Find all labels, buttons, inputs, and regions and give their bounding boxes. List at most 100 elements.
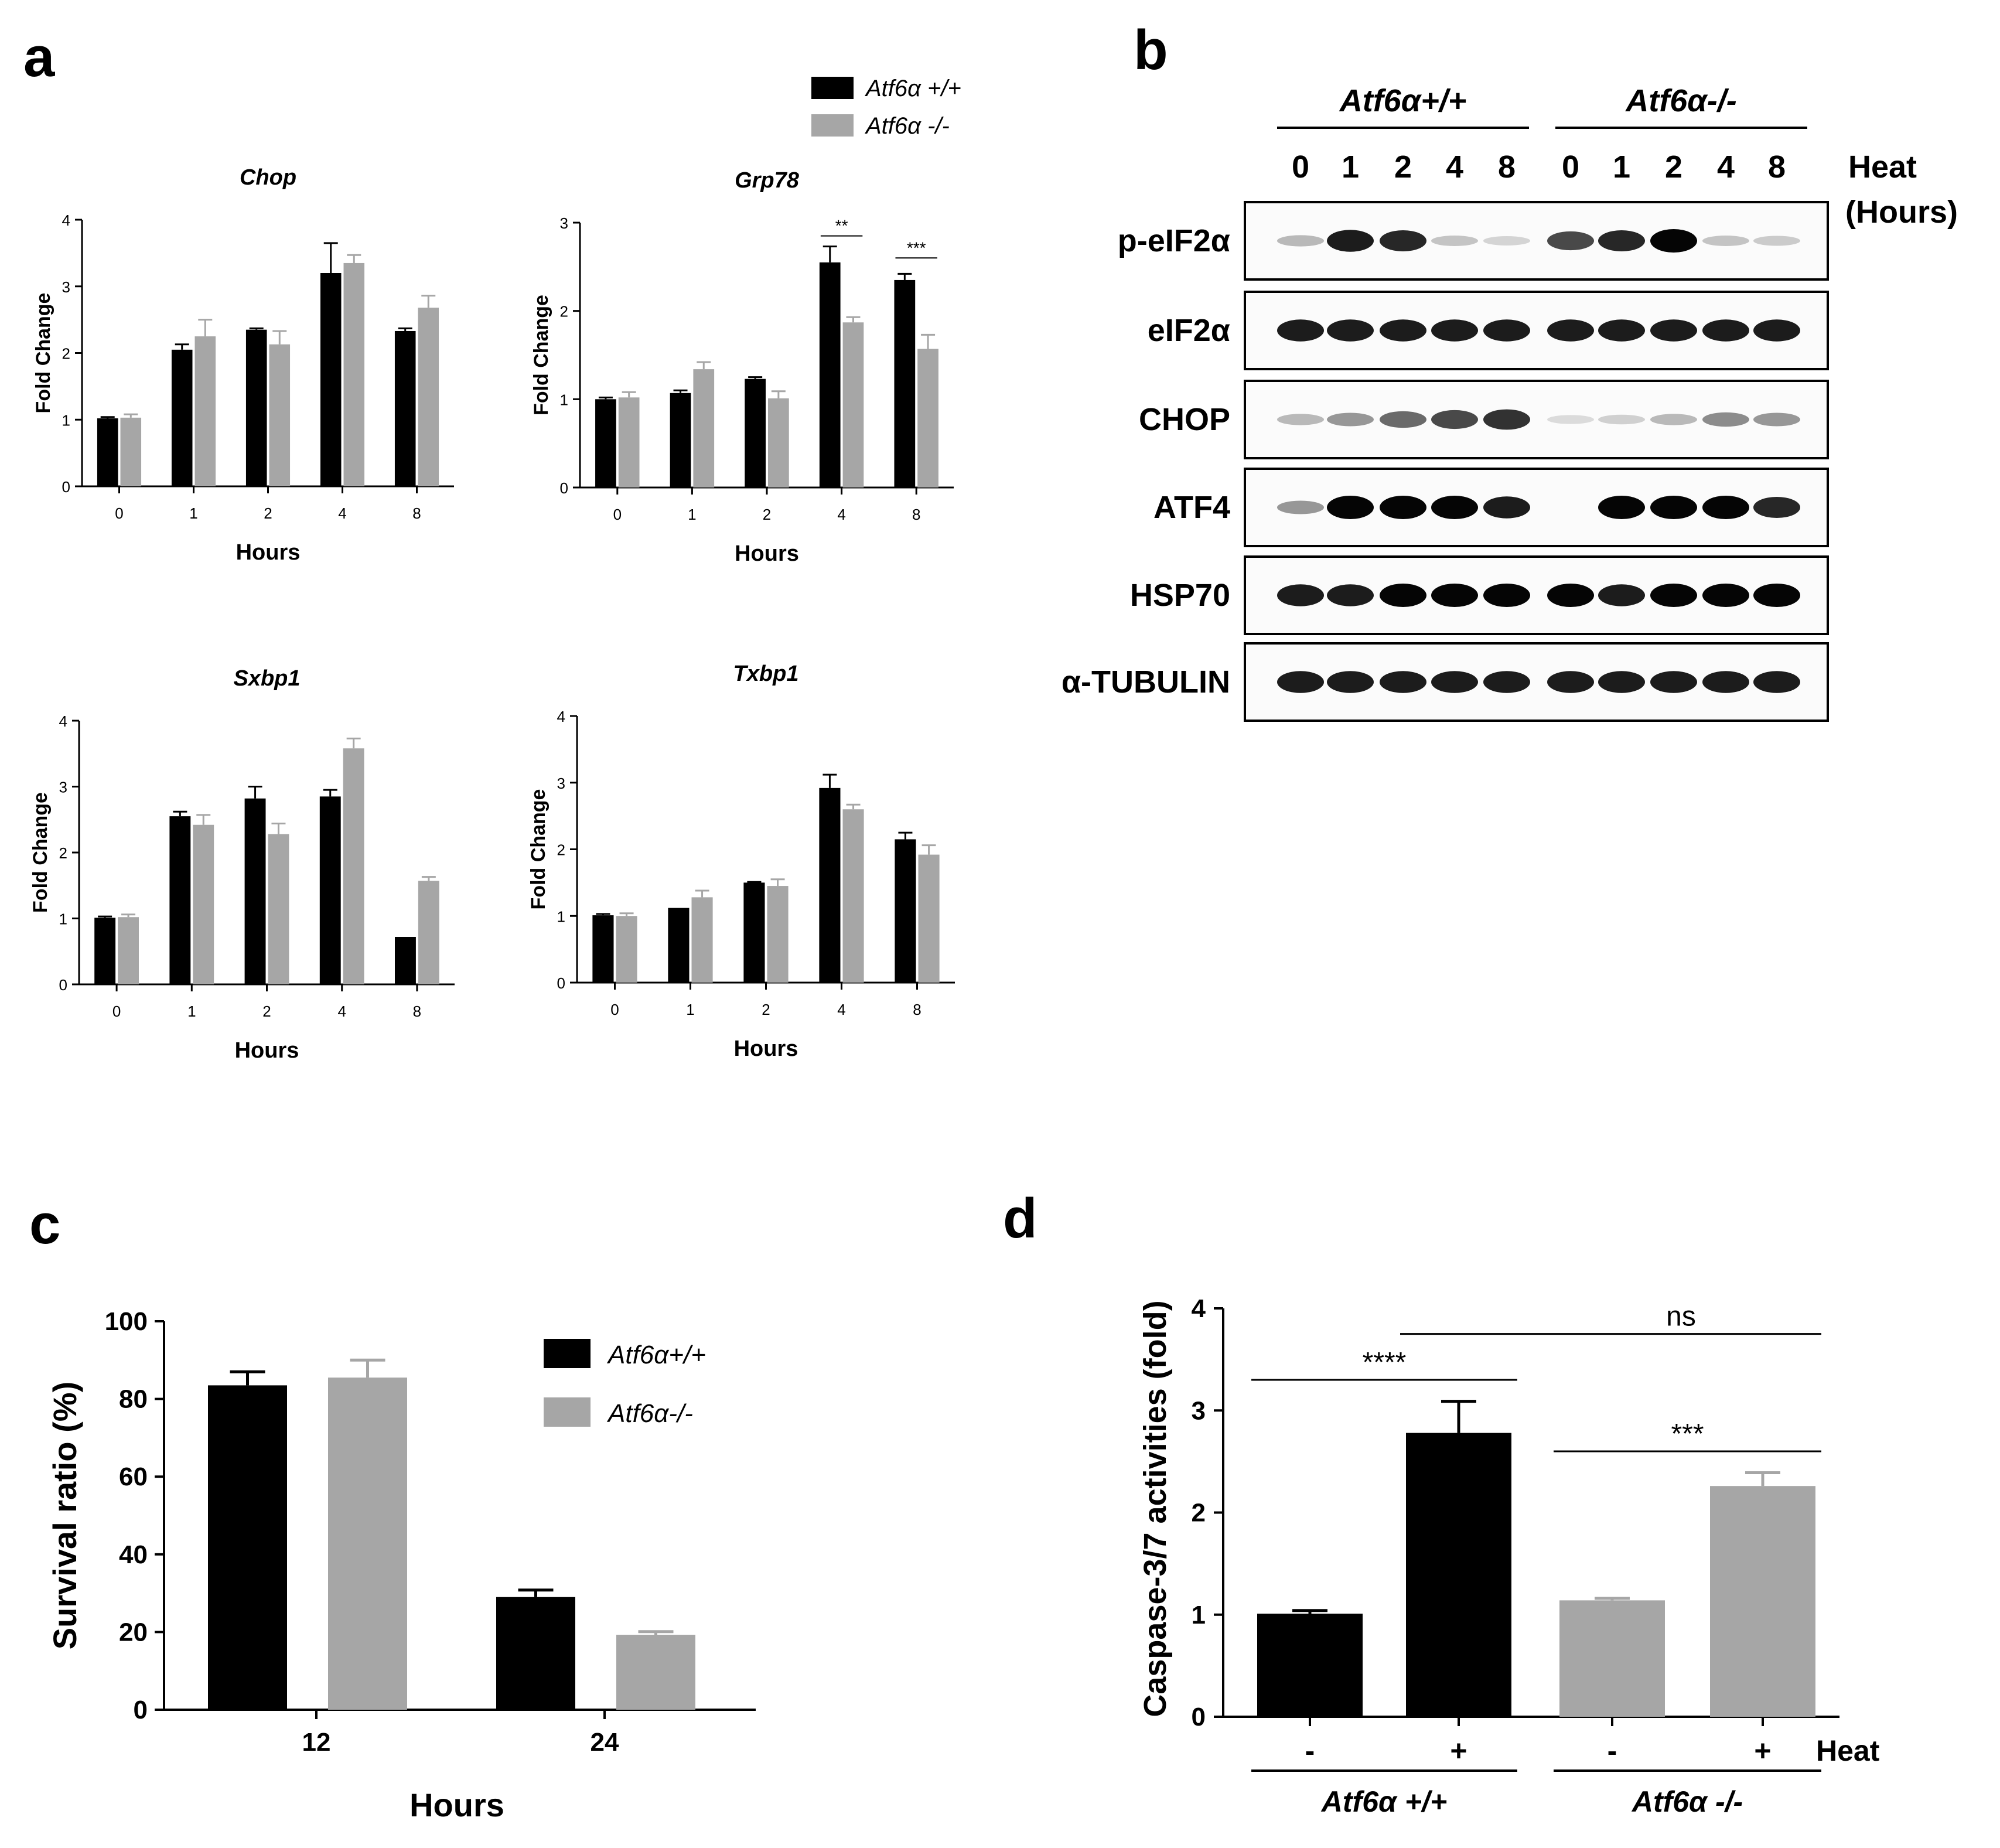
txbp1-bar-wt-4 bbox=[819, 787, 841, 983]
chop-title: Chop bbox=[240, 165, 296, 190]
blot-band-p-eif2-1 bbox=[1327, 230, 1374, 252]
sxbp1-ytick-label-3: 3 bbox=[59, 779, 67, 796]
chart-survival: 0 20 40 60 80 100 Survival ratio (%) Hours 12 24 A… bbox=[46, 1307, 756, 1823]
blot-band-p-eif2-4 bbox=[1483, 236, 1530, 246]
blot-band-chop-4 bbox=[1483, 409, 1530, 430]
blot-band-hsp70-9 bbox=[1753, 584, 1800, 607]
blot-band-atf4-7 bbox=[1650, 496, 1697, 519]
blot-band-p-eif2-7 bbox=[1650, 229, 1697, 253]
chop-ylabel: Fold Change bbox=[32, 293, 54, 414]
txbp1-ytick-label-4: 4 bbox=[557, 708, 565, 725]
grp78-bar-wt-8 bbox=[894, 279, 916, 487]
blot-band-p-eif2-5 bbox=[1547, 231, 1594, 251]
chop-xtick-label-1: 1 bbox=[189, 504, 197, 522]
legend-a-label-ko: Atf6α -/- bbox=[865, 113, 950, 139]
blot-band-chop-3 bbox=[1431, 410, 1478, 429]
caspase-bar-2 bbox=[1559, 1600, 1665, 1717]
blot-band-chop-9 bbox=[1753, 412, 1800, 427]
blot-band-chop-5 bbox=[1547, 415, 1594, 424]
blot-band-hsp70-5 bbox=[1547, 584, 1594, 607]
caspase-group-label-0: Atf6α +/+ bbox=[1320, 1785, 1447, 1818]
blot-band-atf4-4 bbox=[1483, 496, 1530, 519]
caspase-sig-label-1: *** bbox=[1671, 1419, 1704, 1450]
sxbp1-ytick-label-1: 1 bbox=[59, 911, 67, 928]
blot-band-eif2-8 bbox=[1702, 319, 1749, 342]
survival-ytick-label-80: 80 bbox=[119, 1385, 148, 1414]
grp78-xtick-label-8: 8 bbox=[912, 506, 920, 523]
grp78-bar-wt-1 bbox=[670, 393, 691, 487]
chop-bar-wt-0 bbox=[97, 418, 118, 486]
blot-band-hsp70-8 bbox=[1702, 584, 1749, 607]
txbp1-bar-wt-1 bbox=[668, 908, 690, 983]
blot-band-eif2-2 bbox=[1380, 319, 1426, 342]
sxbp1-bar-ko-4 bbox=[343, 748, 364, 984]
sxbp1-xtick-label-1: 1 bbox=[187, 1003, 196, 1020]
txbp1-xtick-label-0: 0 bbox=[610, 1001, 619, 1018]
survival-legend-label-1: Atf6α-/- bbox=[606, 1399, 693, 1428]
sxbp1-ytick-label-0: 0 bbox=[59, 976, 67, 994]
chop-bar-ko-8 bbox=[418, 308, 439, 486]
grp78-bar-wt-0 bbox=[595, 399, 616, 487]
panel-label-a: a bbox=[23, 26, 55, 88]
western-blot: Atf6α+/+ Atf6α-/-0 1 2 4 8 0 1 2 4 8 Heat(Hours)p-e… bbox=[1062, 83, 1958, 722]
panel-label-b: b bbox=[1134, 19, 1168, 81]
sxbp1-ytick-label-4: 4 bbox=[59, 712, 67, 730]
chop-ytick-label-0: 0 bbox=[62, 478, 70, 496]
blot-lane-label-1: 1 bbox=[1342, 149, 1359, 185]
chart-chop: Chop 0 1 2 3 4 Fold Change Hours 0 1 2 4 8 bbox=[32, 165, 454, 565]
grp78-bar-ko-8 bbox=[917, 349, 938, 487]
survival-ytick-label-100: 100 bbox=[105, 1307, 148, 1336]
caspase-heat-label: Heat bbox=[1816, 1734, 1880, 1767]
survival-bar-wt-12 bbox=[208, 1385, 287, 1710]
txbp1-xtick-label-4: 4 bbox=[837, 1001, 845, 1018]
txbp1-bar-ko-0 bbox=[616, 916, 637, 983]
survival-ylabel: Survival ratio (%) bbox=[46, 1382, 83, 1649]
grp78-ytick-label-3: 3 bbox=[560, 214, 568, 232]
blot-lane-label-7: 2 bbox=[1665, 149, 1682, 185]
blot-band-atf4-2 bbox=[1380, 496, 1426, 519]
sxbp1-xtick-label-4: 4 bbox=[337, 1003, 346, 1020]
survival-xtick-label-24: 24 bbox=[591, 1728, 619, 1757]
sxbp1-bar-ko-0 bbox=[118, 917, 139, 984]
caspase-bar-0 bbox=[1257, 1614, 1363, 1717]
blot-band-tubulin-3 bbox=[1431, 671, 1478, 693]
txbp1-bar-ko-4 bbox=[842, 809, 864, 983]
grp78-bar-wt-4 bbox=[819, 262, 841, 487]
sxbp1-bar-wt-1 bbox=[169, 816, 191, 984]
caspase-xtick-label-0: - bbox=[1305, 1734, 1315, 1767]
grp78-xtick-label-1: 1 bbox=[688, 506, 696, 523]
blot-row-label-eif2: eIF2α bbox=[1148, 313, 1230, 348]
blot-group-label-1: Atf6α-/- bbox=[1624, 83, 1736, 118]
caspase-ytick-label-1: 1 bbox=[1192, 1601, 1206, 1629]
blot-band-hsp70-3 bbox=[1431, 584, 1478, 607]
blot-band-eif2-5 bbox=[1547, 319, 1594, 342]
blot-band-chop-8 bbox=[1702, 412, 1749, 427]
grp78-sig-label-0: ** bbox=[835, 217, 848, 235]
txbp1-bar-ko-2 bbox=[767, 886, 789, 983]
blot-band-atf4-3 bbox=[1431, 496, 1478, 519]
blot-band-p-eif2-3 bbox=[1431, 236, 1478, 246]
caspase-bar-1 bbox=[1406, 1433, 1511, 1717]
chop-xtick-label-2: 2 bbox=[264, 504, 272, 522]
blot-band-atf4-6 bbox=[1598, 496, 1645, 519]
legend-a-swatch-ko bbox=[811, 114, 854, 137]
grp78-bar-ko-1 bbox=[693, 369, 715, 487]
blot-band-tubulin-5 bbox=[1547, 671, 1594, 693]
survival-ytick-label-40: 40 bbox=[119, 1540, 148, 1569]
chart-sxbp1: Sxbp1 0 1 2 3 4 Fold Change Hours 0 1 2 4 8 bbox=[29, 666, 455, 1063]
grp78-xtick-label-0: 0 bbox=[613, 506, 622, 523]
sxbp1-bar-wt-4 bbox=[319, 796, 341, 984]
txbp1-xtick-label-8: 8 bbox=[913, 1001, 921, 1018]
chop-xtick-label-4: 4 bbox=[338, 504, 346, 522]
caspase-ytick-label-0: 0 bbox=[1192, 1703, 1206, 1731]
chop-bar-wt-4 bbox=[320, 273, 342, 486]
blot-band-atf4-9 bbox=[1753, 496, 1800, 519]
txbp1-bar-ko-1 bbox=[691, 897, 713, 983]
txbp1-ytick-label-1: 1 bbox=[557, 908, 565, 925]
caspase-group-label-1: Atf6α -/- bbox=[1631, 1785, 1743, 1818]
sxbp1-xtick-label-0: 0 bbox=[112, 1003, 121, 1020]
txbp1-bar-ko-8 bbox=[918, 854, 940, 983]
blot-row-label-atf4: ATF4 bbox=[1153, 490, 1230, 525]
chop-bar-wt-2 bbox=[245, 329, 267, 486]
txbp1-ytick-label-3: 3 bbox=[557, 775, 565, 792]
